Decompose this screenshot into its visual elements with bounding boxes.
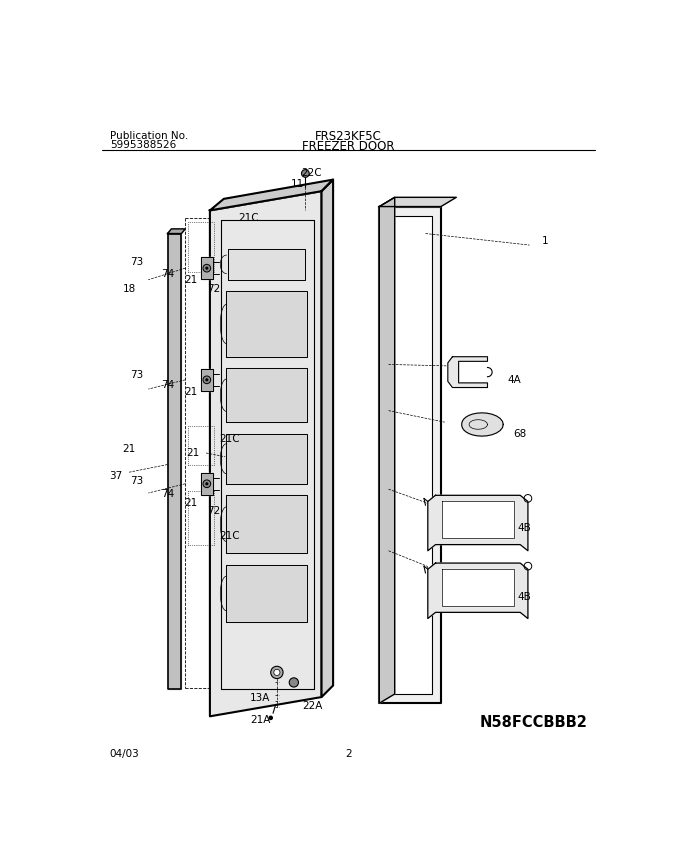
Circle shape <box>271 667 283 679</box>
Text: 21: 21 <box>184 498 197 508</box>
Text: 72: 72 <box>207 284 220 294</box>
Polygon shape <box>379 197 456 207</box>
Polygon shape <box>448 357 488 387</box>
Text: 68: 68 <box>513 429 526 438</box>
Polygon shape <box>428 496 528 551</box>
Text: 18: 18 <box>122 284 136 294</box>
Polygon shape <box>201 258 213 279</box>
Polygon shape <box>210 191 322 716</box>
Text: 22C: 22C <box>301 168 322 179</box>
Text: N58FCCBBB2: N58FCCBBB2 <box>479 715 588 730</box>
Polygon shape <box>462 413 503 436</box>
Text: Publication No.: Publication No. <box>109 131 188 141</box>
Circle shape <box>203 376 211 384</box>
Polygon shape <box>226 292 307 357</box>
Text: 74: 74 <box>161 268 174 279</box>
Text: 21C: 21C <box>219 434 239 444</box>
Text: 21C: 21C <box>238 214 258 223</box>
Text: 21: 21 <box>122 444 136 454</box>
Text: 74: 74 <box>161 489 174 499</box>
Polygon shape <box>379 197 394 703</box>
Polygon shape <box>379 207 441 703</box>
Text: 21: 21 <box>184 387 197 398</box>
Text: 4B: 4B <box>517 592 531 602</box>
Circle shape <box>274 669 280 675</box>
Polygon shape <box>428 563 528 619</box>
Polygon shape <box>388 216 432 694</box>
Polygon shape <box>167 233 182 689</box>
Polygon shape <box>322 180 333 697</box>
Text: 04/03: 04/03 <box>109 749 139 759</box>
Text: 1: 1 <box>541 236 548 247</box>
Text: 37: 37 <box>109 471 122 481</box>
Polygon shape <box>226 496 307 553</box>
Polygon shape <box>201 473 213 495</box>
Polygon shape <box>167 229 185 233</box>
Circle shape <box>205 378 208 381</box>
Polygon shape <box>210 180 333 210</box>
Circle shape <box>203 480 211 488</box>
Text: 73: 73 <box>130 370 143 380</box>
Circle shape <box>205 483 208 485</box>
Polygon shape <box>226 434 307 483</box>
Circle shape <box>203 265 211 272</box>
Text: 2: 2 <box>345 749 352 759</box>
Text: 73: 73 <box>130 477 143 486</box>
Polygon shape <box>442 502 514 538</box>
Text: 4B: 4B <box>517 523 531 533</box>
Text: 4A: 4A <box>507 375 521 385</box>
Text: 21A: 21A <box>250 715 270 725</box>
Text: FREEZER DOOR: FREEZER DOOR <box>302 141 395 154</box>
Text: 72: 72 <box>207 506 220 516</box>
Polygon shape <box>226 564 307 622</box>
Text: 13A: 13A <box>250 693 270 703</box>
Polygon shape <box>201 369 213 391</box>
Circle shape <box>269 715 273 720</box>
Text: 11: 11 <box>291 179 305 189</box>
Polygon shape <box>228 249 305 279</box>
Text: 74: 74 <box>161 380 174 391</box>
Text: 73: 73 <box>130 257 143 267</box>
Polygon shape <box>226 368 307 422</box>
Text: 22A: 22A <box>302 700 322 711</box>
Circle shape <box>289 678 299 687</box>
Text: 21: 21 <box>186 448 200 458</box>
Text: 5995388526: 5995388526 <box>109 141 176 150</box>
Polygon shape <box>442 569 514 606</box>
Circle shape <box>205 266 208 270</box>
Text: 21: 21 <box>184 274 197 285</box>
Circle shape <box>301 169 309 177</box>
Text: FRS23KF5C: FRS23KF5C <box>315 129 382 142</box>
Text: 21C: 21C <box>219 531 239 541</box>
